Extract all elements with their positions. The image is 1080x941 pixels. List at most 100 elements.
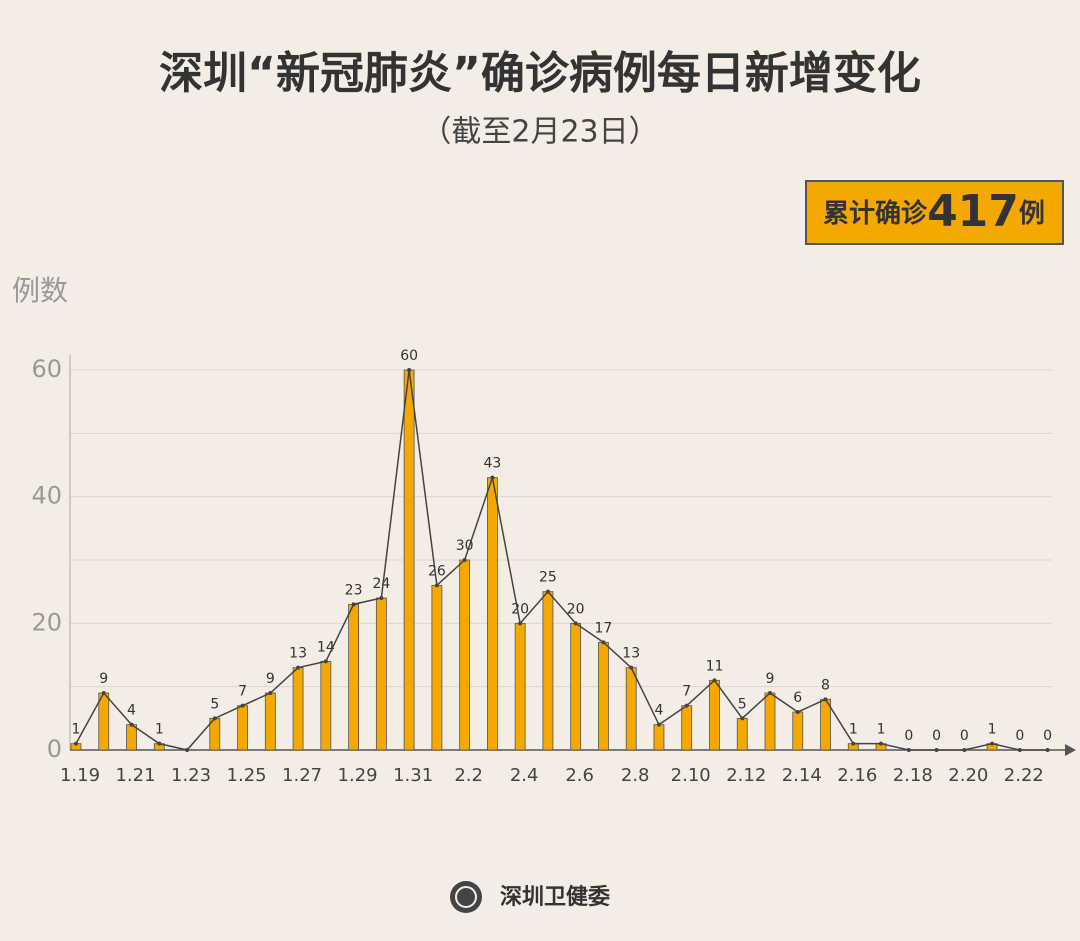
data-label: 13: [622, 646, 640, 662]
bar: [570, 622, 582, 751]
x-tick-label: 1.29: [338, 765, 378, 786]
point: [518, 621, 523, 626]
bar: [653, 724, 665, 751]
x-tick-label: 1.23: [171, 765, 211, 786]
bar: [598, 641, 609, 751]
point: [906, 748, 911, 752]
data-label: 4: [127, 703, 136, 719]
point: [268, 691, 273, 695]
total-badge: [805, 180, 1064, 245]
x-tick-label: 1.19: [60, 765, 100, 786]
point: [573, 621, 578, 626]
data-label: 1: [877, 722, 886, 738]
source: 深圳卫健委: [500, 884, 610, 910]
point: [323, 659, 328, 664]
x-tick-label: 1.25: [227, 765, 267, 786]
chart-title: 深圳“新冠肺炎”确诊病例每日新增变化: [159, 48, 921, 99]
point: [185, 748, 190, 752]
logo-ring: [455, 886, 477, 908]
data-label: 30: [456, 538, 474, 554]
total-text: 累计确诊417例: [823, 186, 1045, 237]
x-tick-label: 2.8: [621, 765, 650, 786]
x-tick-label: 2.18: [893, 765, 933, 786]
bar: [237, 705, 248, 751]
data-label: 1: [72, 722, 81, 738]
x-tick-label: 2.22: [1004, 765, 1044, 786]
bar: [486, 477, 498, 751]
point: [379, 596, 384, 600]
data-label: 17: [595, 620, 613, 636]
x-tick-label: 2.16: [837, 765, 877, 786]
bar: [736, 717, 748, 751]
bar: [98, 692, 110, 751]
point: [795, 710, 800, 714]
data-label: 1: [155, 722, 164, 738]
data-label: 7: [238, 684, 247, 700]
bar: [292, 667, 304, 751]
y-tick-label: 20: [31, 608, 62, 636]
point: [212, 716, 217, 721]
point: [879, 741, 884, 746]
point: [490, 475, 495, 480]
point: [462, 558, 467, 562]
chart-subtitle: （截至2月23日）: [421, 115, 658, 150]
bar: [542, 591, 554, 751]
x-tick-label: 2.10: [671, 765, 711, 786]
bar: [792, 711, 804, 751]
point: [990, 741, 995, 746]
bar: [709, 679, 720, 751]
data-label: 0: [1015, 728, 1024, 744]
point: [351, 602, 356, 607]
data-label: 5: [210, 696, 219, 712]
point: [962, 748, 967, 752]
point: [768, 691, 772, 695]
bar: [820, 698, 831, 751]
point: [684, 703, 689, 708]
data-label: 0: [932, 728, 941, 744]
point: [740, 716, 745, 721]
logo: [450, 881, 482, 913]
total-suffix: 例: [1019, 199, 1045, 229]
data-label: 23: [345, 582, 363, 598]
point: [296, 665, 301, 670]
trend-line: [75, 369, 1048, 751]
y-tick-label: 40: [31, 482, 62, 510]
total-prefix: 累计确诊: [823, 198, 928, 229]
x-axis-arrow: [1065, 744, 1076, 756]
data-label: 13: [289, 646, 307, 662]
point: [656, 722, 661, 727]
point: [601, 640, 606, 645]
bar: [514, 622, 526, 751]
point: [629, 665, 634, 670]
y-tick-label: 0: [47, 735, 62, 763]
data-label: 20: [511, 601, 529, 617]
point: [712, 678, 717, 683]
data-label: 1: [988, 722, 997, 738]
x-tick-label: 2.2: [454, 765, 483, 786]
bar: [403, 369, 415, 751]
bar: [459, 559, 471, 751]
data-label: 5: [738, 696, 747, 712]
bar: [681, 705, 693, 751]
point: [851, 741, 856, 746]
data-label: 24: [372, 576, 390, 592]
point: [545, 589, 550, 594]
point: [240, 703, 245, 708]
x-tick-label: 2.4: [510, 765, 539, 786]
point: [1045, 748, 1050, 752]
x-tick-label: 2.6: [565, 765, 594, 786]
data-label: 60: [400, 348, 418, 364]
x-tick-label: 2.12: [726, 765, 766, 786]
data-label: 9: [766, 671, 775, 687]
bar: [348, 603, 360, 751]
x-tick-label: 1.21: [115, 765, 155, 786]
data-label: 25: [539, 570, 557, 586]
data-label: 4: [654, 703, 663, 719]
data-label: 26: [428, 563, 446, 579]
point: [1017, 748, 1022, 752]
bar: [264, 692, 276, 751]
data-label: 11: [706, 658, 724, 674]
data-label: 7: [682, 684, 691, 700]
bar: [375, 597, 387, 751]
